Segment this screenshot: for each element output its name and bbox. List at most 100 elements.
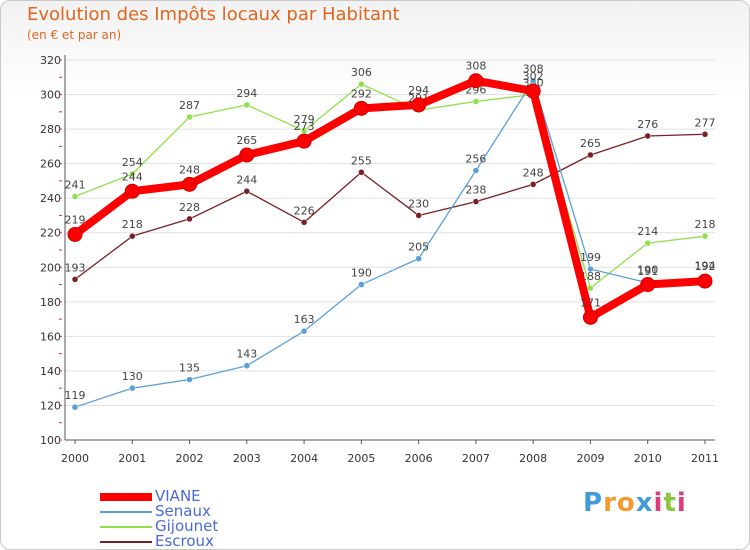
data-label-viane: 248 [179,163,200,176]
logo-letter: P [583,488,604,518]
data-point-senaux [300,327,308,335]
data-point-viane [525,83,541,99]
data-point-senaux [358,281,365,288]
y-tick-label: 300 [40,89,61,102]
data-point-gijounet [472,98,480,105]
data-label-escroux: 228 [179,201,200,214]
x-tick-label: 2003 [233,452,261,465]
data-label-senaux: 194 [695,260,716,273]
data-label-escroux: 276 [637,118,658,131]
y-tick-label: 260 [40,158,61,171]
y-tick-label: 100 [40,434,61,447]
data-label-gijounet: 214 [637,225,658,238]
data-label-viane: 302 [523,70,544,83]
y-tick-label: 320 [40,54,61,67]
y-tick-label: 140 [40,365,61,378]
data-label-escroux: 238 [465,184,486,197]
logo-letter: x [635,488,654,518]
data-point-gijounet [243,101,251,109]
data-label-viane: 219 [65,213,86,226]
chart-title: Evolution des Impôts locaux par Habitant [27,4,400,25]
data-point-senaux [472,167,480,174]
data-label-gijounet: 287 [179,99,200,112]
x-tick-label: 2007 [462,452,490,465]
data-label-viane: 273 [294,120,315,133]
x-tick-label: 2000 [61,452,89,465]
x-tick-label: 2006 [405,452,433,465]
legend-swatch [100,493,152,501]
data-label-viane: 265 [236,134,257,147]
series-line-gijounet [74,83,706,289]
logo-letter: i [676,488,687,518]
data-point-viane [640,277,656,293]
logo-letter: i [653,488,664,518]
data-label-gijounet: 294 [236,87,257,100]
data-point-viane [296,133,312,149]
data-point-gijounet [71,193,79,200]
data-label-escroux: 248 [523,166,544,179]
data-label-gijounet: 188 [580,270,601,283]
data-label-senaux: 256 [465,153,486,166]
data-point-viane [582,309,598,325]
data-label-viane: 292 [351,87,372,100]
data-label-gijounet: 306 [351,66,372,79]
data-point-escroux [644,132,651,140]
data-label-gijounet: 254 [122,156,143,169]
data-point-viane [124,183,140,199]
series-line-senaux [74,80,706,408]
data-label-escroux: 277 [695,116,716,129]
x-tick-label: 2002 [176,452,204,465]
legend-swatch [100,526,152,528]
data-label-escroux: 244 [236,173,257,186]
data-label-gijounet: 279 [294,113,315,126]
data-label-escroux: 255 [351,154,372,167]
y-tick-label: 160 [40,330,61,343]
data-point-viane [67,226,83,242]
data-label-escroux: 265 [580,137,601,150]
proxiti-logo: Proxiti [583,488,687,518]
legend-label: Senaux [155,502,211,520]
data-label-escroux: 193 [65,261,86,274]
series-line-viane [71,76,709,322]
y-tick-label: 180 [40,296,61,309]
x-tick-label: 2005 [347,452,375,465]
data-point-senaux [243,362,251,369]
data-point-escroux [415,212,422,219]
data-label-gijounet: 218 [695,218,716,231]
series-line-escroux [74,133,706,281]
data-point-senaux [186,376,193,383]
data-point-gijounet [701,232,709,240]
data-point-gijounet [186,113,193,121]
logo-letter: o [616,488,636,518]
logo-letter: t [663,488,677,518]
data-point-escroux [300,219,308,226]
x-tick-label: 2008 [519,452,547,465]
data-label-viane: 294 [408,84,429,97]
data-point-escroux [529,181,537,188]
chart-subtitle: (en € et par an) [27,28,122,42]
y-tick-label: 200 [40,261,61,274]
data-point-viane [697,273,713,289]
legend-label: Gijounet [155,517,219,535]
data-point-escroux [358,169,365,176]
data-label-senaux: 163 [294,313,315,326]
data-label-escroux: 230 [408,197,429,210]
x-tick-label: 2010 [634,452,662,465]
data-point-viane [411,97,427,113]
data-point-escroux [129,232,136,240]
data-label-senaux: 143 [236,348,257,361]
data-label-viane: 192 [695,260,716,273]
x-tick-label: 2009 [576,452,604,465]
data-label-senaux: 190 [351,267,372,280]
data-label-gijounet: 241 [65,178,86,191]
data-point-escroux [472,198,480,205]
legend-swatch [100,541,152,543]
data-point-gijounet [587,284,594,292]
data-point-escroux [701,131,709,138]
data-point-viane [353,100,369,116]
legend-label: VIANE [155,487,201,505]
data-point-senaux [415,255,422,262]
data-point-senaux [129,384,136,392]
data-label-senaux: 130 [122,370,143,383]
